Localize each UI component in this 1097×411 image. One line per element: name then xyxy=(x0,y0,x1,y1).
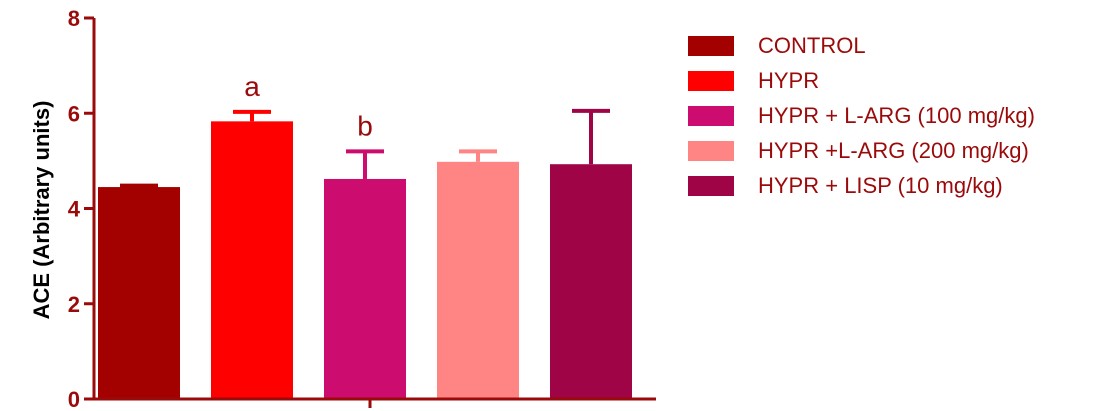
bar xyxy=(98,187,180,399)
legend-swatch xyxy=(688,35,734,56)
bar xyxy=(211,121,293,399)
legend-item: HYPR +L-ARG (200 mg/kg) xyxy=(688,134,1035,169)
legend-item: HYPR + LISP (10 mg/kg) xyxy=(688,169,1035,204)
legend: CONTROL HYPR HYPR + L-ARG (100 mg/kg) HYPR … xyxy=(688,28,1035,204)
y-axis-label: ACE (Arbitrary units) xyxy=(29,101,54,320)
significance-label: a xyxy=(244,71,260,102)
bar xyxy=(324,178,406,399)
legend-label: HYPR xyxy=(758,67,820,93)
legend-swatch xyxy=(688,105,734,126)
legend-item: HYPR + L-ARG (100 mg/kg) xyxy=(688,98,1035,133)
legend-swatch xyxy=(688,176,734,197)
y-tick-label: 2 xyxy=(68,292,80,317)
significance-labels: ab xyxy=(244,71,373,142)
legend-label: HYPR +L-ARG (200 mg/kg) xyxy=(758,138,1029,164)
y-tick-label: 6 xyxy=(68,101,80,126)
legend-item: HYPR xyxy=(688,63,1035,98)
y-axis-ticks: 0 2 4 6 8 xyxy=(68,6,94,411)
legend-item: CONTROL xyxy=(688,28,1035,63)
legend-label: HYPR + L-ARG (100 mg/kg) xyxy=(758,102,1035,128)
y-tick-label: 4 xyxy=(68,197,81,222)
legend-label: CONTROL xyxy=(758,32,866,58)
y-tick-label: 0 xyxy=(68,387,80,411)
legend-swatch xyxy=(688,70,734,91)
legend-label: HYPR + LISP (10 mg/kg) xyxy=(758,173,1003,199)
bar xyxy=(550,164,632,399)
bar xyxy=(437,161,519,399)
legend-swatch xyxy=(688,141,734,162)
error-bars xyxy=(120,108,610,188)
y-tick-label: 8 xyxy=(68,6,80,31)
bars xyxy=(98,121,632,399)
significance-label: b xyxy=(357,110,373,141)
